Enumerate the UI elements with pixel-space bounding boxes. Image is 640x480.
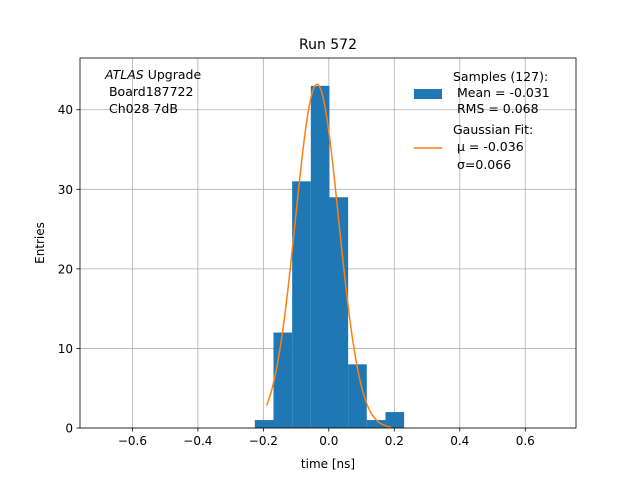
y-tick-label: 30: [58, 183, 73, 197]
histogram-bars: [254, 85, 405, 429]
x-tick-label: 0.4: [450, 434, 469, 448]
legend-samples-line-3: RMS = 0.068: [453, 101, 539, 116]
annotation-atlas: ATLAS: [104, 67, 144, 82]
x-tick-label: −0.4: [183, 434, 212, 448]
y-axis-label: Entries: [33, 222, 47, 264]
legend: Samples (127): Mean = -0.031 RMS = 0.068…: [414, 69, 550, 172]
histogram-bar: [310, 85, 330, 429]
annotation-upgrade: Upgrade: [144, 67, 202, 82]
x-axis-ticks: −0.6 −0.4 −0.2 0.0 0.2 0.4 0.6: [118, 428, 535, 448]
annotation-line-3: Ch028 7dB: [105, 101, 178, 116]
histogram-bar: [366, 420, 386, 428]
y-tick-label: 40: [58, 103, 73, 117]
plot-area: [79, 57, 577, 429]
legend-fit-line-2: μ = -0.036: [453, 139, 524, 154]
histogram-bar: [273, 332, 293, 428]
y-tick-label: 0: [65, 422, 73, 436]
histogram-bar: [292, 181, 311, 428]
annotation-line-2: Board187722: [105, 84, 193, 99]
legend-fit-line-3: σ=0.066: [453, 157, 511, 172]
legend-fit-line-1: Gaussian Fit:: [453, 122, 533, 137]
chart-title: Run 572: [299, 37, 357, 53]
histogram-bar: [385, 412, 405, 428]
x-tick-label: 0.2: [385, 434, 404, 448]
x-tick-label: −0.2: [249, 434, 278, 448]
x-tick-label: −0.6: [118, 434, 147, 448]
gaussian-fit-curve: [265, 83, 392, 428]
histogram-bar: [254, 420, 274, 428]
legend-histogram-swatch: [414, 89, 442, 99]
annotation-line-1: ATLAS Upgrade: [104, 67, 201, 82]
x-tick-label: 0.6: [516, 434, 535, 448]
x-tick-label: 0.0: [319, 434, 338, 448]
y-tick-label: 10: [58, 342, 73, 356]
histogram-bar: [348, 364, 367, 428]
annotation-box: ATLAS Upgrade Board187722 Ch028 7dB: [104, 67, 201, 116]
axes-frame: [79, 57, 577, 429]
y-tick-label: 20: [58, 262, 73, 276]
x-axis-label: time [ns]: [301, 457, 355, 471]
y-axis-ticks: 0 10 20 30 40: [58, 103, 80, 436]
legend-samples-line-1: Samples (127):: [453, 69, 548, 84]
legend-samples-line-2: Mean = -0.031: [453, 85, 550, 100]
histogram-bar: [329, 197, 349, 428]
